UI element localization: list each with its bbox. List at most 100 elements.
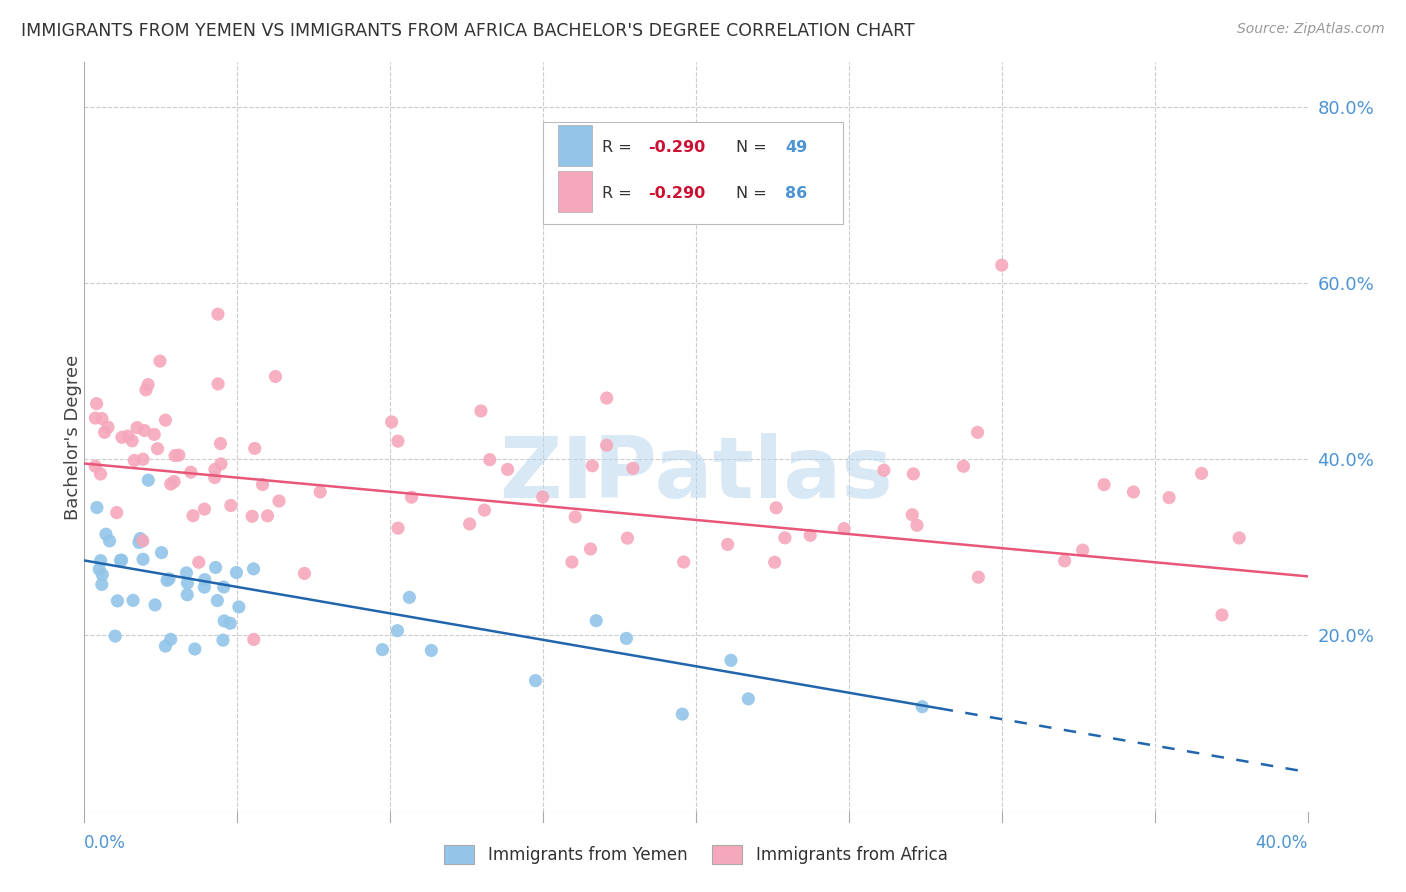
- Point: [129, 532, 152, 546]
- Point: [176, 588, 198, 602]
- Point: [478, 452, 501, 467]
- Point: [381, 415, 404, 429]
- Point: [143, 427, 166, 442]
- Point: [747, 205, 769, 219]
- Point: [720, 653, 742, 667]
- Point: [150, 546, 173, 560]
- Point: [165, 449, 187, 463]
- Text: N =: N =: [737, 186, 772, 201]
- Point: [765, 500, 787, 515]
- Point: [873, 463, 896, 477]
- Text: 0.0%: 0.0%: [84, 834, 127, 852]
- Point: [125, 420, 148, 434]
- Point: [209, 436, 232, 450]
- Point: [104, 629, 127, 643]
- Text: 86: 86: [786, 186, 807, 201]
- FancyBboxPatch shape: [558, 171, 592, 212]
- Point: [911, 699, 934, 714]
- Point: [243, 632, 266, 647]
- Point: [156, 574, 179, 588]
- Point: [225, 566, 247, 580]
- Point: [89, 467, 111, 481]
- Text: IMMIGRANTS FROM YEMEN VS IMMIGRANTS FROM AFRICA BACHELOR'S DEGREE CORRELATION CH: IMMIGRANTS FROM YEMEN VS IMMIGRANTS FROM…: [21, 22, 915, 40]
- Point: [107, 594, 129, 608]
- Point: [228, 599, 250, 614]
- Point: [901, 508, 924, 522]
- Point: [204, 560, 226, 574]
- Point: [122, 593, 145, 607]
- Point: [146, 442, 169, 456]
- Point: [387, 521, 409, 535]
- Point: [86, 397, 108, 411]
- Point: [193, 580, 215, 594]
- Y-axis label: Bachelor's Degree: Bachelor's Degree: [65, 354, 82, 520]
- Point: [264, 369, 287, 384]
- Point: [763, 555, 786, 569]
- Point: [1159, 491, 1181, 505]
- Point: [135, 383, 157, 397]
- Point: [204, 462, 226, 476]
- Point: [737, 692, 759, 706]
- Point: [194, 573, 217, 587]
- Point: [595, 438, 617, 452]
- Point: [90, 577, 112, 591]
- Point: [1227, 531, 1250, 545]
- Point: [309, 484, 332, 499]
- Legend: Immigrants from Yemen, Immigrants from Africa: Immigrants from Yemen, Immigrants from A…: [437, 838, 955, 871]
- Point: [204, 470, 226, 484]
- Point: [387, 434, 409, 449]
- Point: [991, 258, 1014, 272]
- Point: [131, 533, 153, 548]
- FancyBboxPatch shape: [558, 125, 592, 166]
- Point: [387, 624, 409, 638]
- Point: [966, 425, 988, 440]
- Point: [1053, 554, 1076, 568]
- Point: [531, 490, 554, 504]
- Point: [93, 425, 115, 440]
- Point: [143, 598, 166, 612]
- Point: [209, 457, 232, 471]
- Point: [579, 541, 602, 556]
- Point: [773, 531, 796, 545]
- Point: [91, 411, 114, 425]
- Text: 40.0%: 40.0%: [1256, 834, 1308, 852]
- Point: [128, 535, 150, 549]
- Point: [581, 458, 603, 473]
- Point: [134, 424, 156, 438]
- Text: ZIPatlas: ZIPatlas: [499, 433, 893, 516]
- Point: [564, 509, 586, 524]
- Point: [86, 500, 108, 515]
- Point: [1092, 477, 1115, 491]
- Point: [155, 639, 177, 653]
- Point: [371, 642, 394, 657]
- Point: [524, 673, 547, 688]
- Text: -0.290: -0.290: [648, 140, 706, 154]
- Point: [401, 490, 423, 504]
- Point: [294, 566, 316, 581]
- Point: [132, 452, 155, 467]
- Point: [91, 567, 114, 582]
- Point: [84, 411, 107, 425]
- Point: [136, 473, 159, 487]
- Point: [240, 509, 263, 524]
- Point: [616, 531, 638, 545]
- Point: [121, 434, 143, 448]
- Point: [155, 413, 177, 427]
- Point: [952, 459, 974, 474]
- Point: [187, 555, 209, 569]
- Point: [256, 508, 278, 523]
- Point: [111, 553, 134, 567]
- FancyBboxPatch shape: [543, 122, 842, 224]
- Point: [212, 580, 235, 594]
- Point: [1122, 485, 1144, 500]
- Point: [94, 527, 117, 541]
- Point: [596, 391, 619, 405]
- Point: [799, 528, 821, 542]
- Point: [470, 404, 492, 418]
- Point: [90, 554, 112, 568]
- Point: [243, 442, 266, 456]
- Point: [97, 420, 120, 434]
- Point: [616, 632, 638, 646]
- Text: R =: R =: [602, 186, 637, 201]
- Point: [207, 307, 229, 321]
